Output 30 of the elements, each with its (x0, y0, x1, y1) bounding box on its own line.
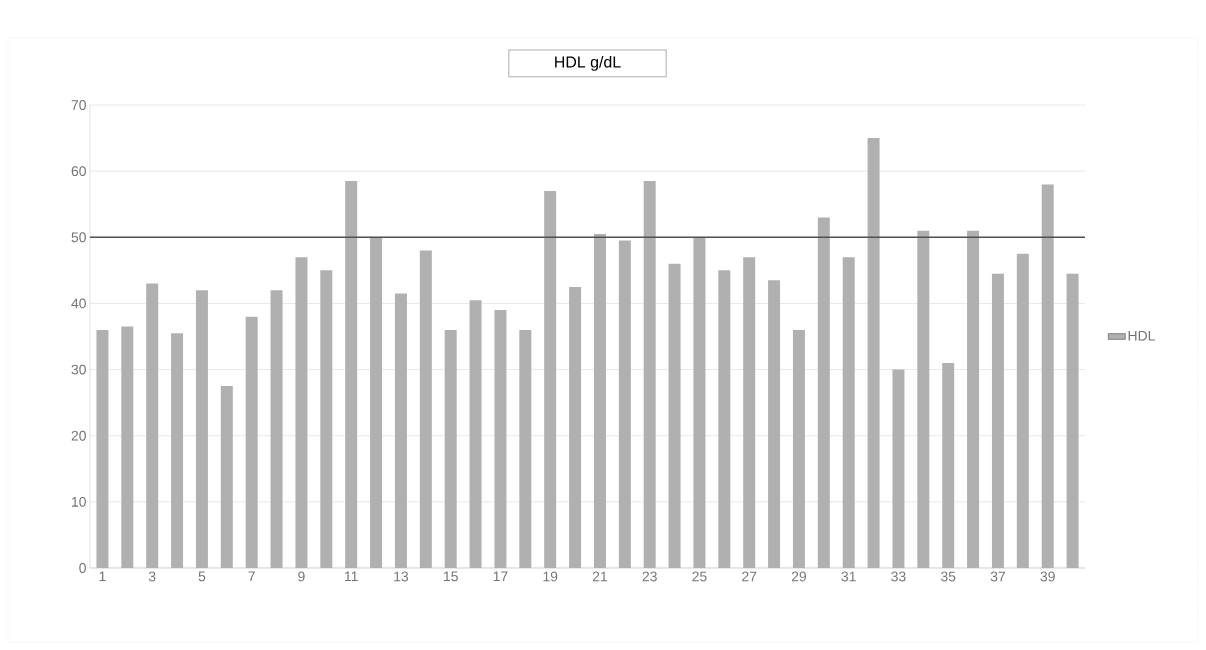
x-tick-label: 37 (990, 571, 1006, 582)
x-tick-label: 3 (148, 571, 156, 582)
x-tick-label: 9 (298, 571, 305, 582)
y-tick-label: 60 (71, 166, 86, 177)
x-tick-label: 33 (891, 571, 906, 582)
y-tick-label: 20 (71, 430, 86, 441)
y-tick-label: 40 (71, 298, 86, 309)
y-tick-label: 70 (71, 100, 86, 110)
y-tick-label: 10 (72, 496, 86, 507)
x-tick-label: 31 (841, 571, 856, 582)
x-tick-label: 13 (394, 571, 409, 582)
x-tick-label: 17 (493, 571, 508, 582)
x-tick-label: 19 (543, 571, 558, 582)
x-tick-label: 39 (1040, 571, 1055, 582)
y-tick-label: 0 (79, 563, 86, 573)
x-tick-label: 25 (692, 571, 707, 582)
x-tick-label: 23 (642, 571, 657, 582)
x-tick-label: 7 (248, 571, 255, 582)
x-tick-label: 21 (592, 571, 608, 582)
legend-label: HDL (1128, 330, 1155, 341)
x-tick-label: 5 (198, 571, 206, 582)
x-tick-label: 29 (791, 571, 807, 582)
x-tick-label: 15 (444, 571, 458, 582)
y-tick-label: 30 (71, 364, 86, 375)
x-tick-label: 27 (742, 571, 757, 582)
x-tick-label: 35 (940, 571, 956, 582)
x-tick-label: 1 (99, 571, 106, 582)
chart-title: HDL g/dL (555, 55, 621, 71)
y-tick-label: 50 (71, 232, 86, 243)
x-tick-label: 11 (345, 571, 358, 582)
